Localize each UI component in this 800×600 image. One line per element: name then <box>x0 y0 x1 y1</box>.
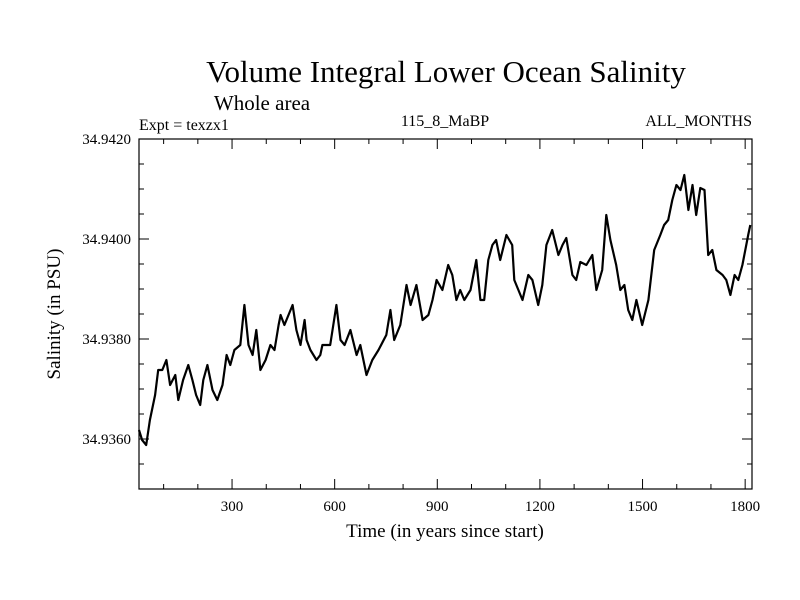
x-tick-label: 300 <box>221 499 244 515</box>
x-tick-label: 600 <box>323 499 346 515</box>
y-tick-label: 34.9360 <box>82 432 131 448</box>
x-tick-label: 1200 <box>525 499 555 515</box>
series-line-salinity <box>137 173 752 447</box>
chart-subtitle: Whole area <box>214 91 311 115</box>
x-tick-label: 900 <box>426 499 449 515</box>
plot-frame <box>138 138 753 490</box>
period-label: 115_8_MaBP <box>401 113 489 130</box>
x-axis-label: Time (in years since start) <box>346 521 544 542</box>
y-tick-label: 34.9420 <box>82 132 131 148</box>
x-tick-label: 1500 <box>628 499 658 515</box>
experiment-label: Expt = texzx1 <box>139 117 229 134</box>
x-tick-label: 1800 <box>730 499 760 515</box>
months-label: ALL_MONTHS <box>645 113 752 130</box>
chart-title: Volume Integral Lower Ocean Salinity <box>206 54 686 89</box>
y-tick-label: 34.9400 <box>82 232 131 248</box>
y-tick-label: 34.9380 <box>82 332 131 348</box>
y-axis-label: Salinity (in PSU) <box>44 249 65 380</box>
